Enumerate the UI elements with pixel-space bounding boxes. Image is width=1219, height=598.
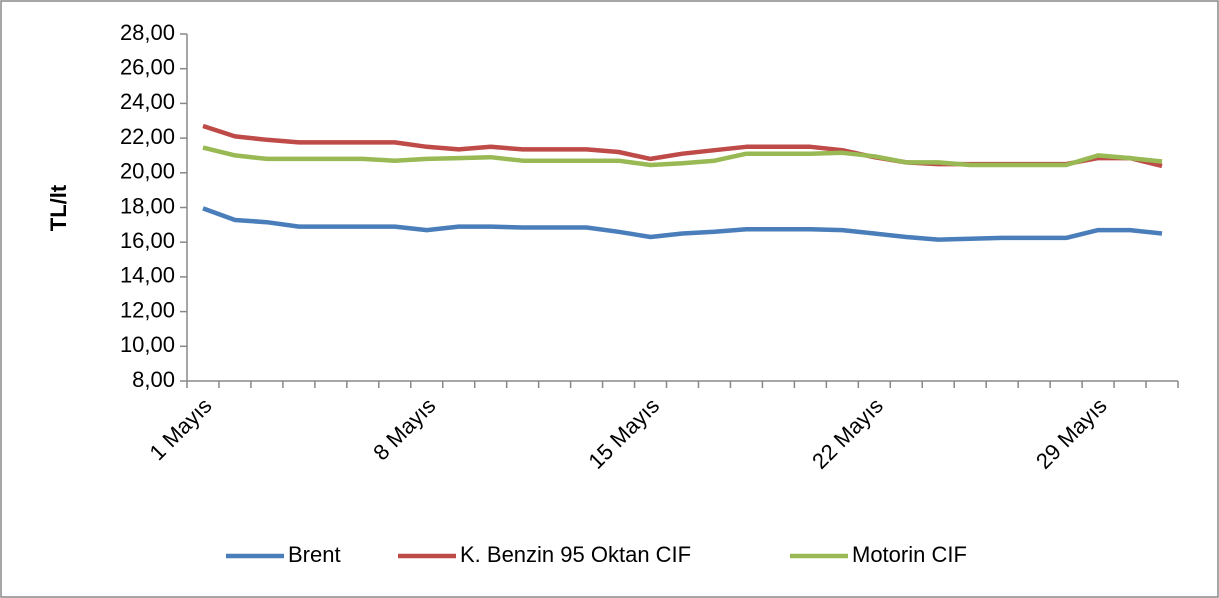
y-axis-label: TL/lt [46,184,71,231]
y-tick-label: 16,00 [120,228,175,253]
y-tick-label: 24,00 [120,89,175,114]
line-series [202,145,1163,168]
line-series [202,206,1163,242]
y-tick-label: 14,00 [120,263,175,288]
y-tick-label: 8,00 [132,367,175,392]
y-tick-label: 10,00 [120,332,175,357]
legend-label: Brent [288,542,341,567]
y-tick-label: 28,00 [120,20,175,45]
y-tick-label: 20,00 [120,159,175,184]
y-tick-label: 18,00 [120,193,175,218]
legend-label: Motorin CIF [852,542,967,567]
y-tick-label: 22,00 [120,124,175,149]
legend-label: K. Benzin 95 Oktan CIF [460,542,691,567]
y-tick-label: 26,00 [120,55,175,80]
y-tick-label: 12,00 [120,297,175,322]
